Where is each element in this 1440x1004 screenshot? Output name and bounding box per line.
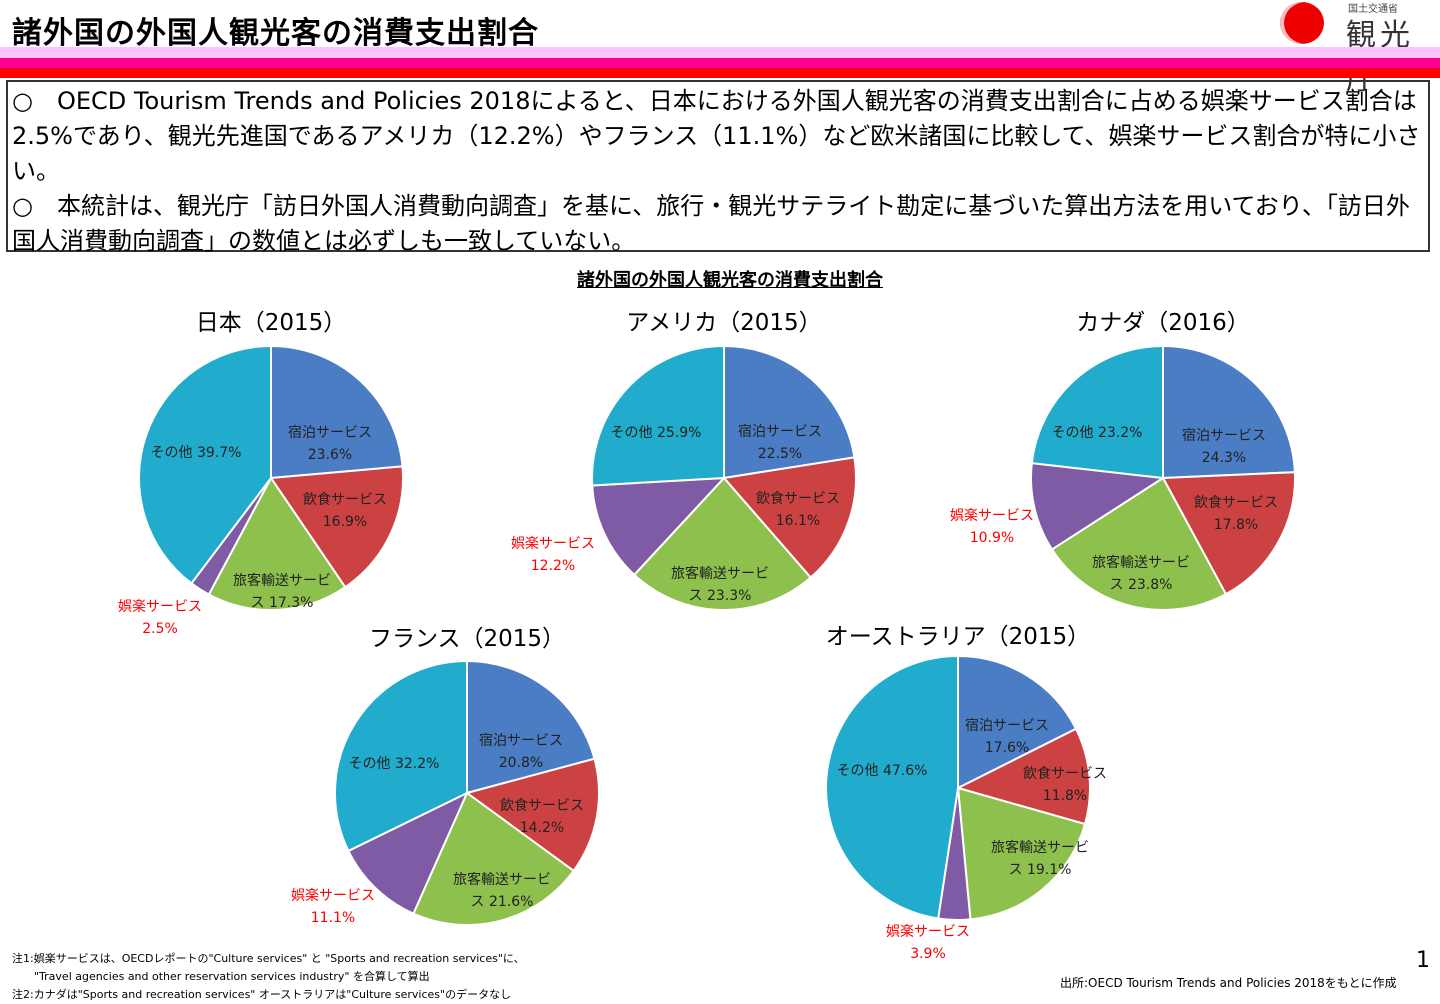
- footnotes: 注1:娯楽サービスは、OECDレポートの"Culture services" と…: [12, 950, 525, 1004]
- logo: 国土交通省 観光庁: [1272, 0, 1440, 97]
- data-label: 宿泊サービス 17.6%: [965, 717, 1049, 756]
- pie-title: 日本（2015）: [196, 310, 347, 336]
- pie-slice: [464, 757, 600, 873]
- pie-slice: [207, 476, 347, 611]
- pie-chart: アメリカ（2015） 宿泊サービス 22.5% 飲食サービス 16.1% 旅客輸送サービス…: [511, 310, 857, 611]
- note-1-cont: "Travel agencies and other reservation s…: [12, 970, 430, 983]
- summary-point-2: ○ 本統計は、観光庁「訪日外国人消費動向調査」を基に、旅行・観光サテライト勘定に…: [12, 192, 1410, 255]
- pie-slice: [955, 727, 1091, 826]
- pie-chart: 日本（2015） 宿泊サービス 23.6% 飲食サービス 16.9% 旅客輸送サービス 1…: [118, 310, 404, 637]
- summary-box: ○ OECD Tourism Trends and Policies 2018に…: [6, 80, 1430, 255]
- data-label: 飲食サービス 16.1%: [756, 490, 840, 529]
- data-label: 娯楽サービス 2.5%: [118, 599, 202, 637]
- pie-slice: [1162, 344, 1296, 480]
- pie-slice: [1030, 461, 1166, 551]
- pie-chart: フランス（2015） 宿泊サービス 20.8% 飲食サービス 14.2% 旅客輸送サービス…: [291, 626, 600, 926]
- data-label: 旅客輸送サービス 19.1%: [991, 839, 1089, 878]
- data-label: 娯楽サービス 12.2%: [511, 536, 595, 574]
- data-label: 旅客輸送サービス 23.3%: [671, 565, 769, 604]
- stripe-red: [0, 68, 1440, 78]
- pie-slice: [466, 659, 596, 795]
- data-label: 飲食サービス 16.9%: [303, 491, 387, 530]
- data-label: 宿泊サービス 20.8%: [479, 732, 563, 771]
- stripe-pink: [0, 47, 1440, 58]
- pie-slice: [825, 654, 959, 920]
- data-label: その他 47.6%: [837, 763, 928, 779]
- data-label: その他 39.7%: [151, 445, 242, 461]
- summary-point-1: ○ OECD Tourism Trends and Policies 2018に…: [12, 87, 1421, 185]
- source-note: 出所:OECD Tourism Trends and Policies 2018…: [1060, 976, 1397, 990]
- note-1: 注1:娯楽サービスは、OECDレポートの"Culture services" と…: [12, 952, 525, 965]
- pie-slice: [1161, 471, 1296, 596]
- pie-slice: [334, 659, 468, 853]
- data-label: その他 25.9%: [611, 425, 702, 441]
- note-2: 注2:カナダは"Sports and recreation services" …: [12, 988, 512, 1001]
- pie-slice: [723, 344, 856, 480]
- data-label: 宿泊サービス 24.3%: [1182, 427, 1266, 466]
- pie-chart: オーストラリア（2015） 宿泊サービス 17.6% 飲食サービス 11.8% 旅客輸送サ…: [825, 624, 1107, 962]
- pie-slice: [412, 791, 576, 926]
- chart-main-title: 諸外国の外国人観光客の消費支出割合: [577, 270, 883, 291]
- data-label: 飲食サービス 11.8%: [1023, 765, 1107, 804]
- pie-title: フランス（2015）: [369, 626, 565, 652]
- page-number: 1: [1416, 948, 1430, 973]
- pie-title: アメリカ（2015）: [626, 310, 821, 336]
- data-label: 宿泊サービス 23.6%: [288, 424, 372, 463]
- pie-slice: [270, 344, 404, 480]
- data-label: 娯楽サービス 10.9%: [950, 508, 1034, 546]
- logo-ministry: 国土交通省: [1348, 4, 1398, 15]
- data-label: 宿泊サービス 22.5%: [738, 423, 822, 462]
- pie-slice: [1030, 344, 1164, 480]
- pie-chart: カナダ（2016） 宿泊サービス 24.3% 飲食サービス 17.8%旅客輸送サービス …: [950, 310, 1296, 611]
- pie-slice: [632, 476, 813, 611]
- stripe-magenta: [0, 58, 1440, 68]
- data-label: 飲食サービス 14.2%: [500, 797, 584, 836]
- pie-title: オーストラリア（2015）: [826, 624, 1090, 650]
- pie-slice: [138, 344, 272, 585]
- data-label: 旅客輸送サービス 21.6%: [453, 871, 551, 910]
- data-label: 娯楽サービス 3.9%: [886, 924, 970, 962]
- pie-slice: [722, 456, 857, 579]
- pie-slice: [269, 465, 404, 589]
- pie-slice: [591, 344, 725, 487]
- pie-slice: [1050, 476, 1228, 611]
- data-label: 飲食サービス 17.8%: [1194, 494, 1278, 533]
- pie-title: カナダ（2016）: [1076, 310, 1250, 336]
- pie-slice: [591, 476, 727, 577]
- pie-slice: [957, 654, 1078, 790]
- logo-mark-icon: [1280, 2, 1324, 44]
- data-label: その他 23.2%: [1052, 425, 1143, 441]
- data-label: その他 32.2%: [349, 756, 440, 772]
- pie-slice: [956, 786, 1087, 921]
- data-label: 娯楽サービス 11.1%: [291, 888, 375, 926]
- pie-slice: [347, 790, 470, 915]
- data-label: 旅客輸送サービス 17.3%: [233, 572, 331, 611]
- data-label: 旅客輸送サービス 23.8%: [1092, 554, 1190, 593]
- page-title: 諸外国の外国人観光客の消費支出割合: [12, 16, 539, 51]
